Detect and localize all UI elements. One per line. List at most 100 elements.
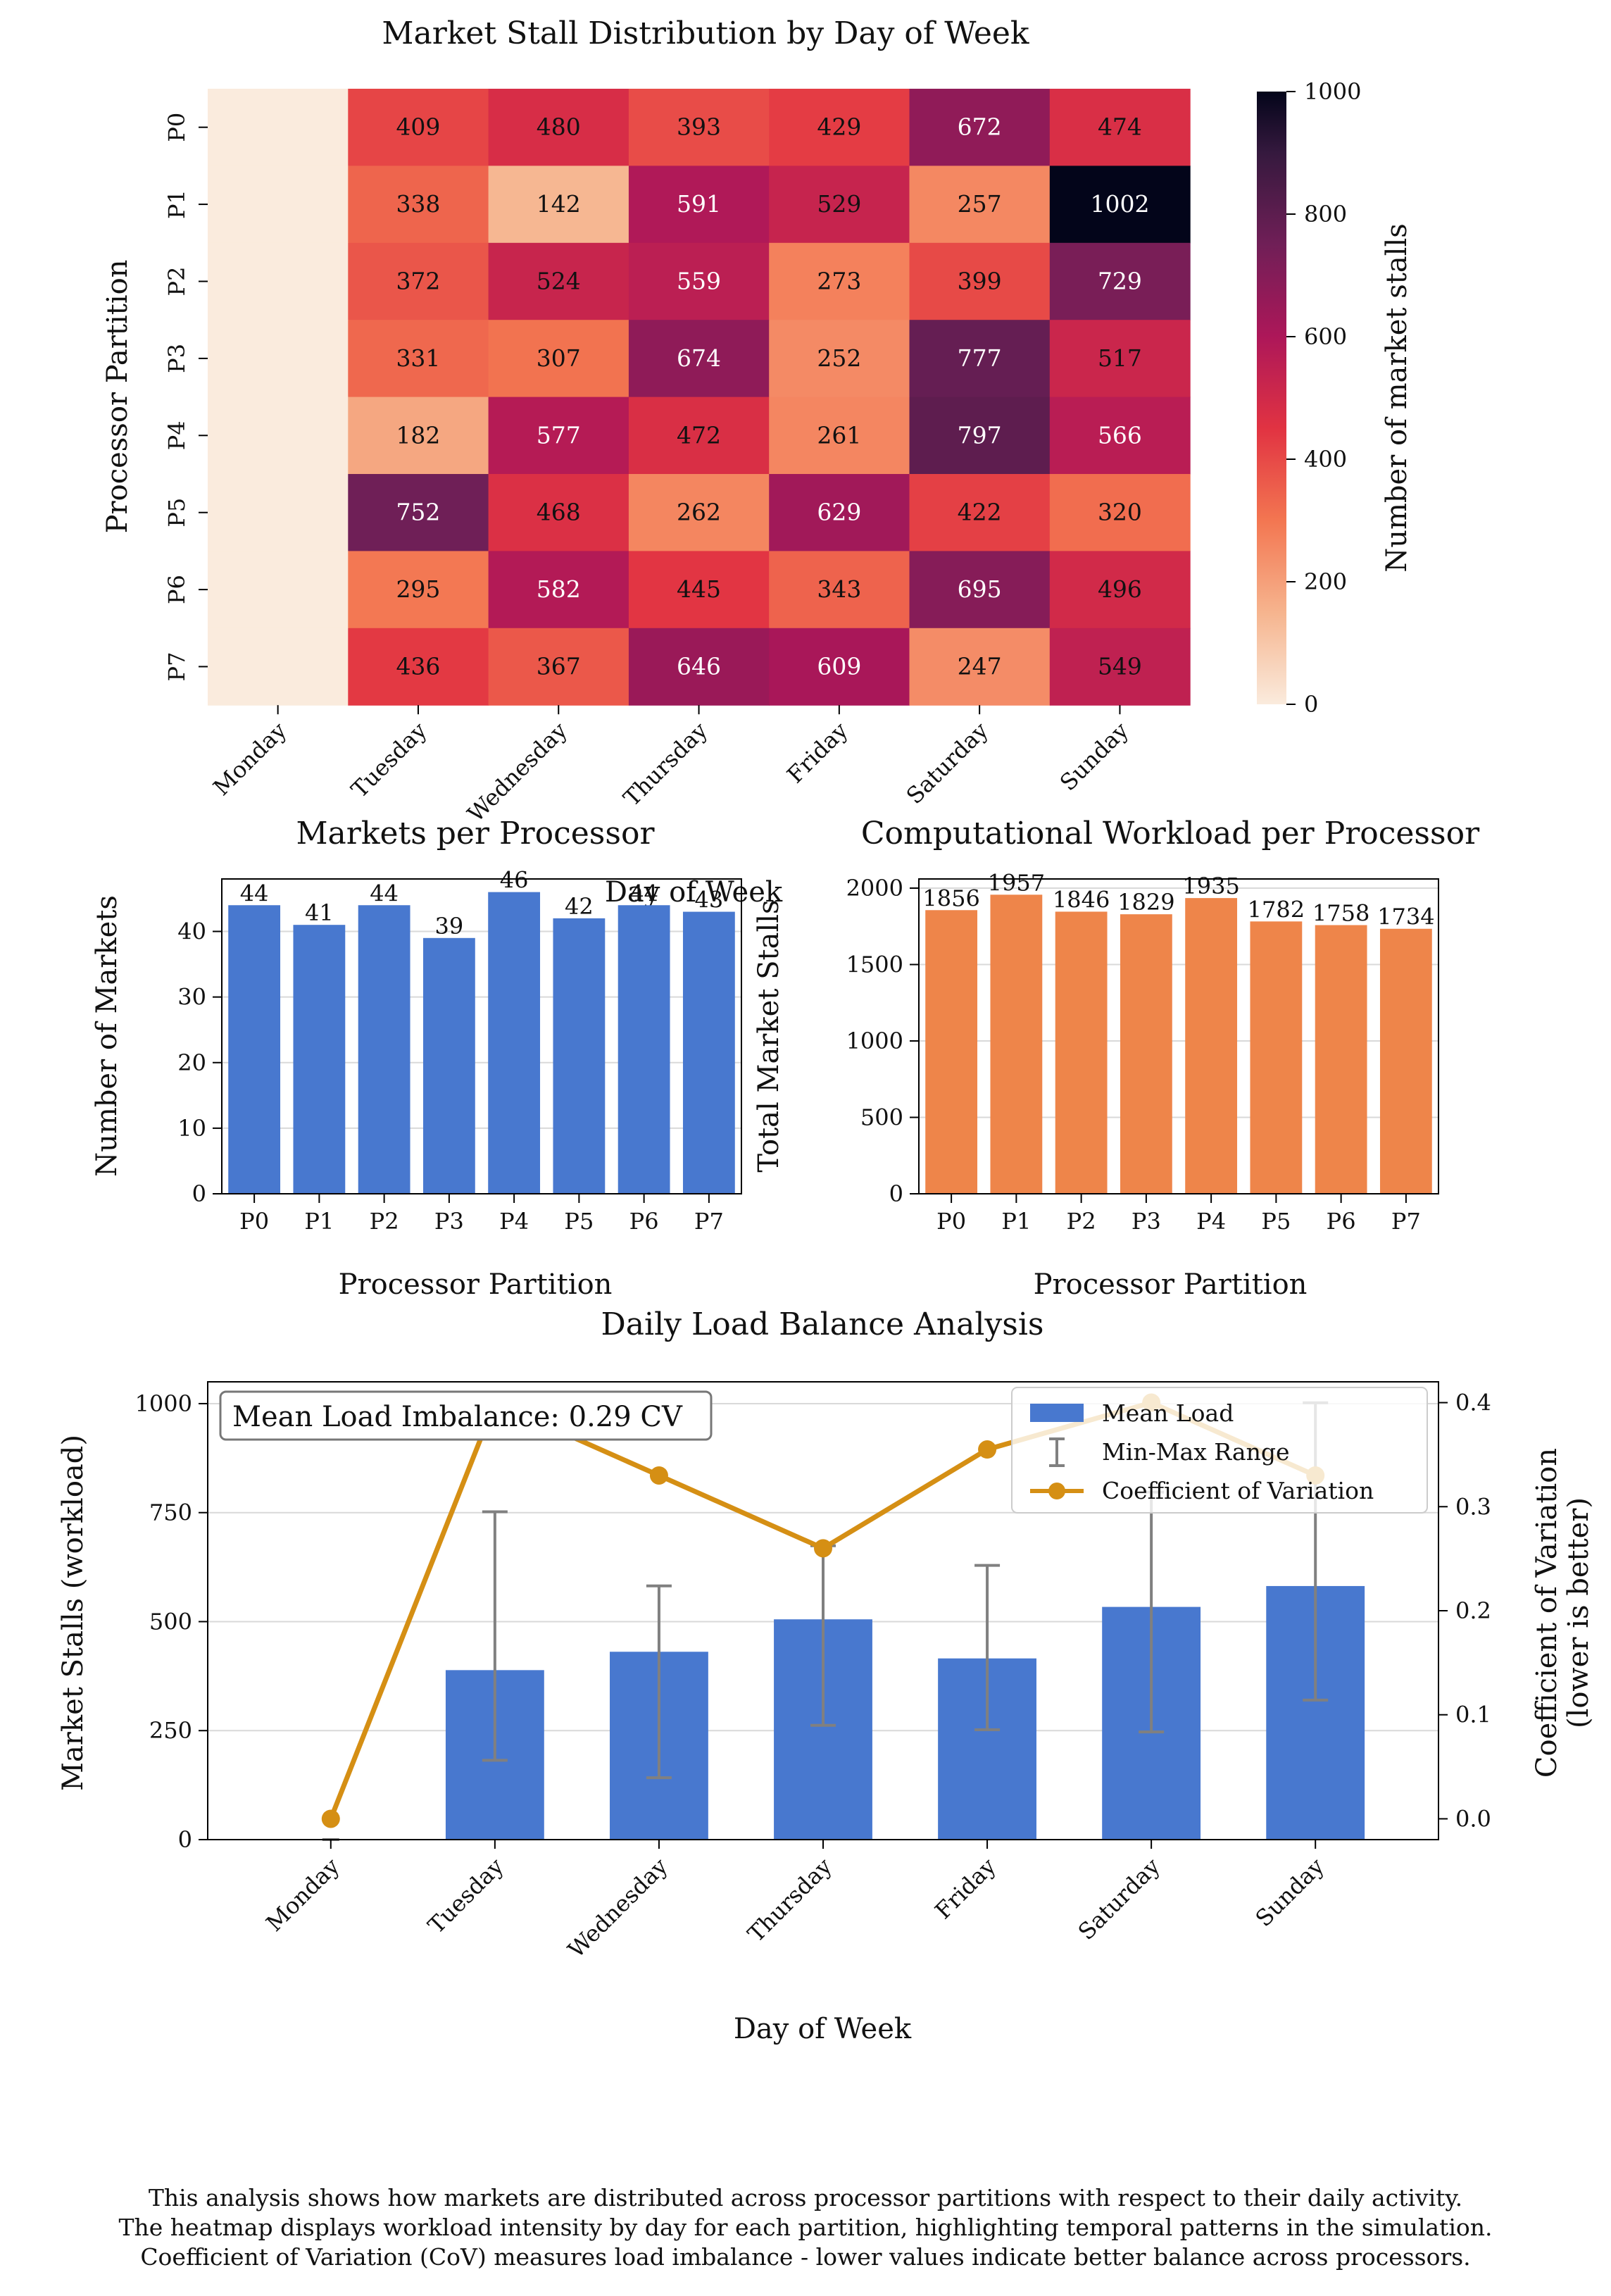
heatmap-cell (488, 397, 629, 475)
caption-line-1: This analysis shows how markets are dist… (148, 2184, 1463, 2211)
heatmap-cell-label: 777 (958, 344, 1002, 372)
heatmap-cell-label: 393 (677, 113, 721, 141)
balance-legend: Mean Load Min-Max Range Coefficient of V… (1011, 1387, 1428, 1514)
heatmap-cell (628, 242, 770, 320)
y-tick-label: 750 (149, 1499, 192, 1526)
heatmap-cell (769, 397, 910, 475)
heatmap-cells: 409 480 393 429 672 474 338 142 591 529 257 1002 372… (208, 89, 1191, 706)
colorbar-tick-label: 800 (1304, 201, 1347, 227)
legend-label-cv: Coefficient of Variation (1102, 1477, 1374, 1504)
heatmap-y-tick-label: P4 (163, 420, 190, 450)
heatmap-cell (348, 628, 489, 706)
heatmap-cell-label: 399 (958, 268, 1002, 295)
heatmap-cell (488, 474, 629, 551)
heatmap-cell (1049, 397, 1191, 475)
colorbar (1257, 92, 1286, 704)
legend-swatch-mean-load (1030, 1404, 1084, 1422)
balance-x-axis-label: Day of Week (734, 2013, 912, 2045)
heatmap-cell (1049, 628, 1191, 706)
heatmap-cell (1049, 320, 1191, 398)
heatmap-cell (909, 397, 1051, 475)
heatmap-cell-label: 261 (817, 421, 861, 449)
heatmap-cell-label: 429 (817, 113, 861, 141)
heatmap-cell-label: 422 (958, 499, 1002, 526)
x-tick-label: P7 (694, 1208, 724, 1235)
heatmap-cell-label: 372 (396, 268, 440, 295)
x-tick-label: P1 (304, 1208, 334, 1235)
heatmap-cell (628, 320, 770, 398)
bar-value-label: 39 (435, 913, 464, 940)
imbalance-annotation: Mean Load Imbalance: 0.29 CV (232, 1401, 683, 1433)
heatmap-cell-label: 295 (396, 575, 440, 603)
bar (1055, 911, 1108, 1194)
x-tick-label: P6 (629, 1208, 659, 1235)
heatmap-cell (488, 89, 629, 166)
workload-axes-frame (918, 878, 1439, 1194)
balance-y2-axis-label-line1: Coefficient of Variation (1531, 1448, 1563, 1778)
workload-x-ticks: P0 P1 P2 P3 P4 P5 P6 P7 (936, 1194, 1421, 1235)
heatmap-cell (208, 166, 349, 244)
x-tick-label: P1 (1001, 1208, 1031, 1235)
x-tick-label: P0 (936, 1208, 966, 1235)
minmax-errorbar (482, 1510, 508, 1762)
heatmap-cell (769, 551, 910, 629)
y-tick-label: 500 (860, 1104, 903, 1131)
y-tick-label: 1500 (846, 952, 903, 978)
markets-x-ticks: P0 P1 P2 P3 P4 P5 P6 P7 (239, 1194, 724, 1235)
caption-line-2: The heatmap displays workload intensity … (118, 2214, 1493, 2241)
heatmap-cell (208, 89, 349, 166)
heatmap-cell (909, 242, 1051, 320)
bar-value-label: 1734 (1377, 904, 1434, 930)
heatmap-cell (628, 551, 770, 629)
heatmap-cell (348, 166, 489, 244)
heatmap-cell (909, 89, 1051, 166)
x-tick-label: P7 (1391, 1208, 1421, 1235)
minmax-errorbar (974, 1564, 1001, 1731)
y-tick-label: 250 (149, 1717, 192, 1744)
heatmap-cell-label: 474 (1098, 113, 1142, 141)
heatmap-cell-label: 609 (817, 653, 861, 680)
minmax-errorbar (646, 1584, 672, 1780)
heatmap-y-axis-label: Processor Partition (101, 260, 134, 534)
heatmap-y-tick-label: P0 (163, 113, 190, 142)
balance-panel: 0 250 500 750 1000 0.0 0.1 0.2 0.3 0.4 Monday Tue… (57, 1306, 1595, 2045)
heatmap-y-tick-label: P1 (163, 189, 190, 219)
bar (618, 905, 670, 1194)
y-tick-label: 0 (889, 1180, 903, 1207)
heatmap-cell-label: 142 (537, 190, 581, 218)
heatmap-cell-label: 577 (537, 421, 581, 449)
y-tick-label: 40 (177, 918, 206, 945)
bar (488, 892, 541, 1194)
bar (358, 905, 410, 1194)
bar (1315, 925, 1367, 1194)
colorbar-label: Number of market stalls (1381, 223, 1413, 573)
cv-point (649, 1466, 668, 1485)
bar (1250, 921, 1303, 1194)
colorbar-tick-label: 1000 (1304, 78, 1361, 105)
heatmap-cell (769, 474, 910, 551)
cv-point (321, 1809, 340, 1828)
heatmap-cell (208, 628, 349, 706)
balance-bars (445, 1585, 1365, 1840)
heatmap-cell-label: 262 (677, 499, 721, 526)
workload-y-axis-label: Total Market Stalls (753, 899, 785, 1172)
heatmap-cell (628, 628, 770, 706)
x-tick-label: P2 (370, 1208, 399, 1235)
heatmap-cell-label: 549 (1098, 653, 1142, 680)
x-tick-label: Wednesday (563, 1853, 672, 1963)
bar (422, 937, 475, 1194)
cv-point (978, 1440, 997, 1459)
x-tick-label: Thursday (742, 1853, 836, 1947)
figure: Market Stall Distribution by Day of Week… (57, 15, 1595, 2045)
heatmap-panel: Market Stall Distribution by Day of Week… (101, 15, 1413, 909)
balance-y2-axis-label-line2: (lower is better) (1562, 1497, 1595, 1728)
heatmap-cell-label: 496 (1098, 575, 1142, 603)
bar (682, 911, 735, 1194)
heatmap-cell-label: 367 (537, 653, 581, 680)
x-tick-label: Monday (261, 1853, 344, 1937)
workload-title: Computational Workload per Processor (861, 816, 1480, 851)
heatmap-cell (208, 474, 349, 551)
heatmap-x-ticks: Monday Tuesday Wednesday Thursday Friday Satu… (208, 705, 1134, 827)
markets-axes-frame (221, 878, 742, 1194)
